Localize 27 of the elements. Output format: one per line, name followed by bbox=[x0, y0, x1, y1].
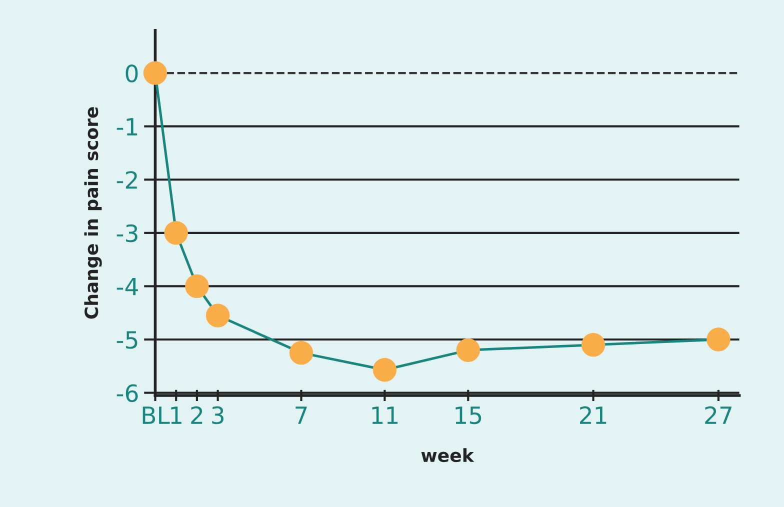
point bbox=[372, 358, 397, 382]
x-tick-label: 15 bbox=[456, 406, 482, 424]
point bbox=[456, 338, 480, 362]
x-tick-label: 7 bbox=[296, 406, 307, 424]
x-tick-label: 27 bbox=[705, 406, 732, 424]
x-axis-title: week bbox=[421, 448, 474, 462]
x-tick-label: 3 bbox=[212, 406, 224, 424]
point bbox=[143, 61, 168, 85]
x-tick-label: 1 bbox=[171, 406, 182, 424]
point bbox=[206, 304, 230, 328]
y-tick-label: -3 bbox=[116, 224, 138, 242]
x-tick-label: 2 bbox=[191, 406, 202, 424]
x-tick-label: 21 bbox=[580, 406, 606, 424]
y-tick-label: -1 bbox=[116, 118, 138, 136]
x-tick-label: 11 bbox=[372, 406, 398, 424]
y-tick-label: -2 bbox=[116, 171, 137, 189]
y-tick-label: -4 bbox=[116, 278, 138, 296]
point bbox=[185, 274, 209, 298]
point bbox=[289, 341, 314, 365]
point bbox=[164, 221, 188, 245]
y-tick-label: 0 bbox=[126, 64, 138, 82]
y-tick-label: -6 bbox=[116, 384, 138, 402]
y-tick-label: -5 bbox=[116, 331, 138, 349]
point bbox=[581, 333, 606, 357]
y-axis-title: Change in pain score bbox=[84, 107, 102, 319]
point bbox=[706, 328, 730, 352]
x-tick-label: BL bbox=[142, 406, 170, 424]
